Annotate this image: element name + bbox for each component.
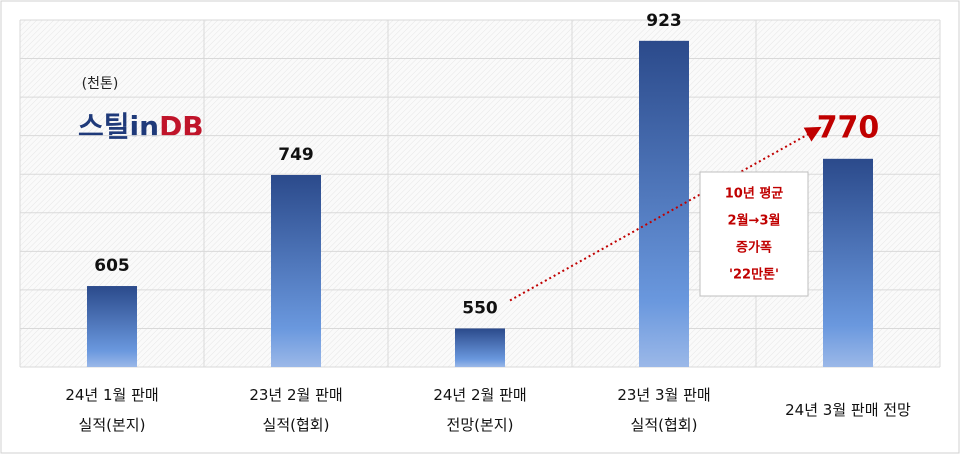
bar bbox=[639, 40, 689, 367]
annotation-box bbox=[699, 171, 809, 297]
annotation: 10년 평균 2월→3월 증가폭 '22만톤' bbox=[725, 185, 784, 282]
value-label: 749 bbox=[278, 145, 314, 165]
bar bbox=[823, 158, 873, 367]
logo: 스틸inDB bbox=[78, 110, 204, 143]
bar bbox=[455, 328, 505, 367]
bar bbox=[87, 286, 137, 367]
value-label: 605 bbox=[94, 256, 130, 276]
x-tick-label: 24년 3월 판매 전망 bbox=[785, 401, 911, 419]
value-label: 770 bbox=[817, 110, 880, 145]
value-label: 923 bbox=[646, 11, 682, 31]
x-tick-label: 24년 2월 판매 전망(본지) bbox=[433, 386, 526, 434]
unit-label: (천톤) bbox=[82, 76, 119, 92]
trend-arrow bbox=[509, 126, 822, 302]
x-tick-label: 23년 2월 판매 실적(협회) bbox=[249, 386, 342, 434]
x-tick-label: 23년 3월 판매 실적(협회) bbox=[617, 386, 710, 434]
bar bbox=[271, 174, 321, 367]
value-label: 550 bbox=[462, 298, 498, 318]
x-tick-label: 24년 1월 판매 실적(본지) bbox=[65, 386, 158, 434]
